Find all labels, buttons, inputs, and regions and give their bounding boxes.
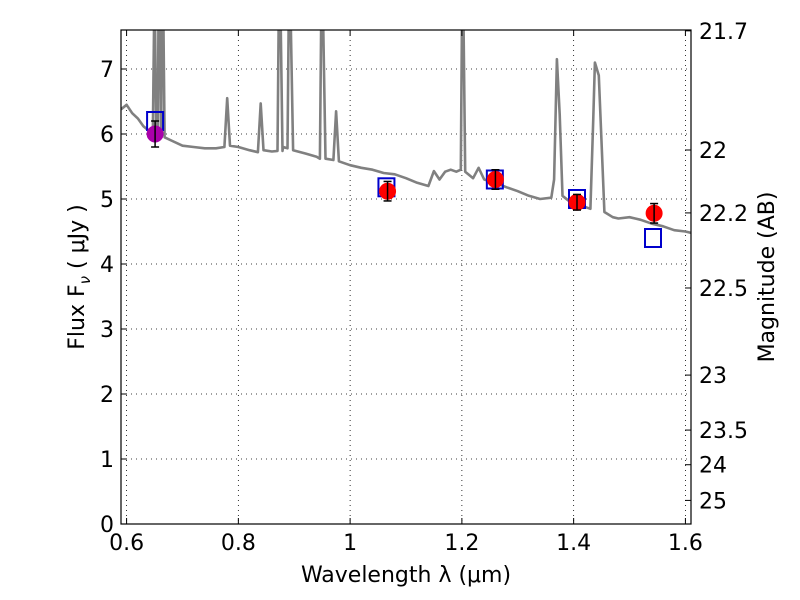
x-tick-label: 1.2 [444, 531, 479, 556]
grid [121, 30, 691, 525]
y-tick-label: 2 [100, 383, 114, 408]
y2-axis-label: Magnitude (AB) [755, 192, 780, 363]
y-axis-label-main: Flux F [65, 284, 90, 349]
y-tick-label: 3 [100, 318, 114, 343]
y2-tick-label: 24 [699, 454, 727, 479]
y2-tick-label: 23 [699, 364, 727, 389]
model-spectrum-line [121, 30, 691, 235]
y-tick-label: 7 [100, 58, 114, 83]
y-axis: 0 1 2 3 4 5 6 7 [100, 58, 127, 538]
model-photometry-square [644, 228, 662, 248]
x-tick-label: 1.4 [556, 531, 591, 556]
y-tick-label: 1 [100, 448, 114, 473]
y2-tick-label: 23.5 [699, 419, 748, 444]
y-tick-label: 4 [100, 253, 114, 278]
y2-axis: 21.7 22 22.2 22.5 23 23.5 24 25 [685, 20, 748, 514]
y2-tick-label: 22.2 [699, 202, 748, 227]
x-axis: 0.6 0.8 1 1.2 1.4 1.6 [109, 30, 703, 556]
x-tick-label: 1 [343, 531, 357, 556]
y2-axis-label-group: Magnitude (AB) [755, 192, 780, 363]
y-tick-label: 0 [100, 513, 114, 538]
y2-tick-label: 25 [699, 489, 727, 514]
y-axis-label-unit: ( μJy ) [65, 204, 90, 276]
x-tick-label: 0.8 [221, 531, 256, 556]
x-axis-label: Wavelength λ (μm) [301, 563, 511, 588]
y-axis-label-group: Flux Fν ( μJy ) [65, 204, 94, 349]
x-tick-label: 1.6 [668, 531, 703, 556]
y2-tick-label: 22.5 [699, 277, 748, 302]
y-tick-label: 6 [100, 123, 114, 148]
y-axis-label: Flux Fν ( μJy ) [65, 204, 94, 349]
plot-frame [120, 29, 692, 525]
y2-tick-label: 22 [699, 139, 727, 164]
y2-tick-label: 21.7 [699, 20, 748, 45]
x-tick-label: 0.6 [109, 531, 144, 556]
y-tick-label: 5 [100, 188, 114, 213]
plot-series [121, 30, 691, 248]
y-axis-label-sub: ν [76, 276, 94, 284]
